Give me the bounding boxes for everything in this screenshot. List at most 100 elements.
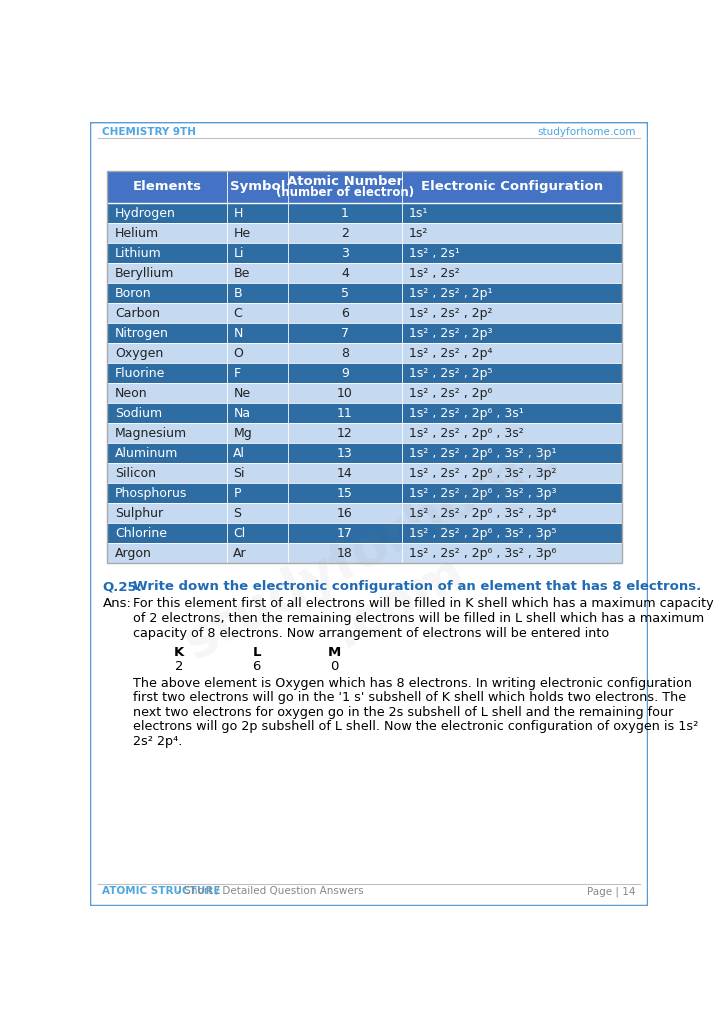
Text: 1s² , 2s² , 2p²: 1s² , 2s² , 2p² bbox=[408, 306, 492, 320]
Text: 10: 10 bbox=[337, 387, 353, 400]
Bar bbox=[107, 484, 621, 503]
Bar bbox=[107, 303, 621, 323]
Text: Symbol: Symbol bbox=[230, 180, 285, 193]
Text: Sodium: Sodium bbox=[114, 407, 162, 419]
Bar bbox=[107, 171, 621, 203]
Bar bbox=[107, 223, 621, 243]
Text: 14: 14 bbox=[337, 467, 353, 479]
Text: next two electrons for oxygen go in the 2s subshell of L shell and the remaining: next two electrons for oxygen go in the … bbox=[132, 705, 673, 719]
Text: 1s¹: 1s¹ bbox=[408, 207, 428, 220]
Text: studyforhome
.com: studyforhome .com bbox=[175, 428, 595, 722]
Text: Mg: Mg bbox=[233, 427, 252, 440]
Bar bbox=[107, 403, 621, 423]
Text: 6: 6 bbox=[341, 306, 349, 320]
Bar bbox=[107, 443, 621, 463]
Text: Argon: Argon bbox=[114, 547, 152, 560]
Text: Neon: Neon bbox=[114, 387, 148, 400]
Text: 1s² , 2s¹: 1s² , 2s¹ bbox=[408, 246, 459, 260]
Text: Be: Be bbox=[233, 267, 250, 280]
Text: Sulphur: Sulphur bbox=[114, 507, 163, 520]
Text: Silicon: Silicon bbox=[114, 467, 156, 479]
Text: Page | 14: Page | 14 bbox=[587, 886, 636, 897]
Text: Oxygen: Oxygen bbox=[114, 347, 163, 359]
Bar bbox=[107, 343, 621, 363]
Text: 18: 18 bbox=[337, 547, 353, 560]
Text: Ans:: Ans: bbox=[102, 598, 131, 610]
Text: K: K bbox=[174, 645, 184, 659]
Text: 3: 3 bbox=[341, 246, 349, 260]
Text: Boron: Boron bbox=[114, 287, 151, 299]
Bar bbox=[107, 283, 621, 303]
Text: - Short / Detailed Question Answers: - Short / Detailed Question Answers bbox=[174, 887, 364, 897]
Text: B: B bbox=[233, 287, 242, 299]
Text: 2s² 2p⁴.: 2s² 2p⁴. bbox=[132, 735, 182, 748]
Text: S: S bbox=[233, 507, 241, 520]
Text: 11: 11 bbox=[337, 407, 353, 419]
Text: Electronic Configuration: Electronic Configuration bbox=[421, 180, 603, 193]
Text: O: O bbox=[233, 347, 243, 359]
Text: (number of electron): (number of electron) bbox=[276, 185, 414, 199]
Text: Ne: Ne bbox=[233, 387, 251, 400]
Text: The above element is Oxygen which has 8 electrons. In writing electronic configu: The above element is Oxygen which has 8 … bbox=[132, 677, 692, 689]
Text: electrons will go 2p subshell of L shell. Now the electronic configuration of ox: electrons will go 2p subshell of L shell… bbox=[132, 721, 698, 733]
Text: 4: 4 bbox=[341, 267, 349, 280]
Bar bbox=[107, 383, 621, 403]
Text: Lithium: Lithium bbox=[114, 246, 161, 260]
Text: 1s² , 2s² , 2p⁶ , 3s¹: 1s² , 2s² , 2p⁶ , 3s¹ bbox=[408, 407, 523, 419]
Text: Helium: Helium bbox=[114, 227, 159, 239]
Text: Chlorine: Chlorine bbox=[114, 527, 167, 540]
Bar bbox=[107, 544, 621, 563]
Text: Cl: Cl bbox=[233, 527, 246, 540]
Text: P: P bbox=[233, 487, 241, 500]
Text: 1s² , 2s² , 2p⁴: 1s² , 2s² , 2p⁴ bbox=[408, 347, 492, 359]
Bar bbox=[107, 203, 621, 223]
Text: 13: 13 bbox=[337, 447, 353, 460]
Text: 1s² , 2s² , 2p⁵: 1s² , 2s² , 2p⁵ bbox=[408, 366, 492, 380]
Text: Magnesium: Magnesium bbox=[114, 427, 187, 440]
Text: L: L bbox=[253, 645, 261, 659]
Text: F: F bbox=[233, 366, 240, 380]
Text: first two electrons will go in the '1 s' subshell of K shell which holds two ele: first two electrons will go in the '1 s'… bbox=[132, 691, 685, 704]
Text: 16: 16 bbox=[337, 507, 353, 520]
Text: 1: 1 bbox=[341, 207, 349, 220]
Text: 1s² , 2s²: 1s² , 2s² bbox=[408, 267, 459, 280]
Text: For this element first of all electrons will be filled in K shell which has a ma: For this element first of all electrons … bbox=[132, 598, 714, 610]
Text: Fluorine: Fluorine bbox=[114, 366, 165, 380]
Text: 7: 7 bbox=[341, 327, 349, 340]
Text: He: He bbox=[233, 227, 251, 239]
Text: 1s² , 2s² , 2p⁶ , 3s² , 3p⁵: 1s² , 2s² , 2p⁶ , 3s² , 3p⁵ bbox=[408, 527, 556, 540]
Bar bbox=[107, 463, 621, 484]
Text: 2: 2 bbox=[341, 227, 349, 239]
Text: Si: Si bbox=[233, 467, 245, 479]
Text: 1s² , 2s² , 2p⁶ , 3s² , 3p⁶: 1s² , 2s² , 2p⁶ , 3s² , 3p⁶ bbox=[408, 547, 556, 560]
Text: 0: 0 bbox=[330, 660, 338, 673]
Text: 5: 5 bbox=[341, 287, 349, 299]
Text: 17: 17 bbox=[337, 527, 353, 540]
Text: Phosphorus: Phosphorus bbox=[114, 487, 187, 500]
Text: CHEMISTRY 9TH: CHEMISTRY 9TH bbox=[102, 127, 197, 137]
Text: Write down the electronic configuration of an element that has 8 electrons.: Write down the electronic configuration … bbox=[132, 580, 701, 593]
Text: 1s² , 2s² , 2p⁶: 1s² , 2s² , 2p⁶ bbox=[408, 387, 492, 400]
Text: 15: 15 bbox=[337, 487, 353, 500]
Bar bbox=[107, 323, 621, 343]
Text: Hydrogen: Hydrogen bbox=[114, 207, 176, 220]
Text: 1s² , 2s² , 2p⁶ , 3s² , 3p¹: 1s² , 2s² , 2p⁶ , 3s² , 3p¹ bbox=[408, 447, 556, 460]
Text: 2: 2 bbox=[175, 660, 184, 673]
Text: N: N bbox=[233, 327, 243, 340]
Text: 1s² , 2s² , 2p⁶ , 3s² , 3p³: 1s² , 2s² , 2p⁶ , 3s² , 3p³ bbox=[408, 487, 556, 500]
Bar bbox=[107, 263, 621, 283]
Text: 1s² , 2s² , 2p¹: 1s² , 2s² , 2p¹ bbox=[408, 287, 492, 299]
Text: Na: Na bbox=[233, 407, 251, 419]
Text: Elements: Elements bbox=[132, 180, 202, 193]
Text: Q.25:: Q.25: bbox=[102, 580, 143, 593]
Text: Al: Al bbox=[233, 447, 246, 460]
Text: Nitrogen: Nitrogen bbox=[114, 327, 168, 340]
Text: of 2 electrons, then the remaining electrons will be filled in L shell which has: of 2 electrons, then the remaining elect… bbox=[132, 612, 703, 625]
Text: H: H bbox=[233, 207, 243, 220]
Bar bbox=[107, 503, 621, 523]
Text: 1s²: 1s² bbox=[408, 227, 428, 239]
Text: 12: 12 bbox=[337, 427, 353, 440]
Text: Aluminum: Aluminum bbox=[114, 447, 178, 460]
Text: Carbon: Carbon bbox=[114, 306, 160, 320]
Bar bbox=[107, 523, 621, 544]
